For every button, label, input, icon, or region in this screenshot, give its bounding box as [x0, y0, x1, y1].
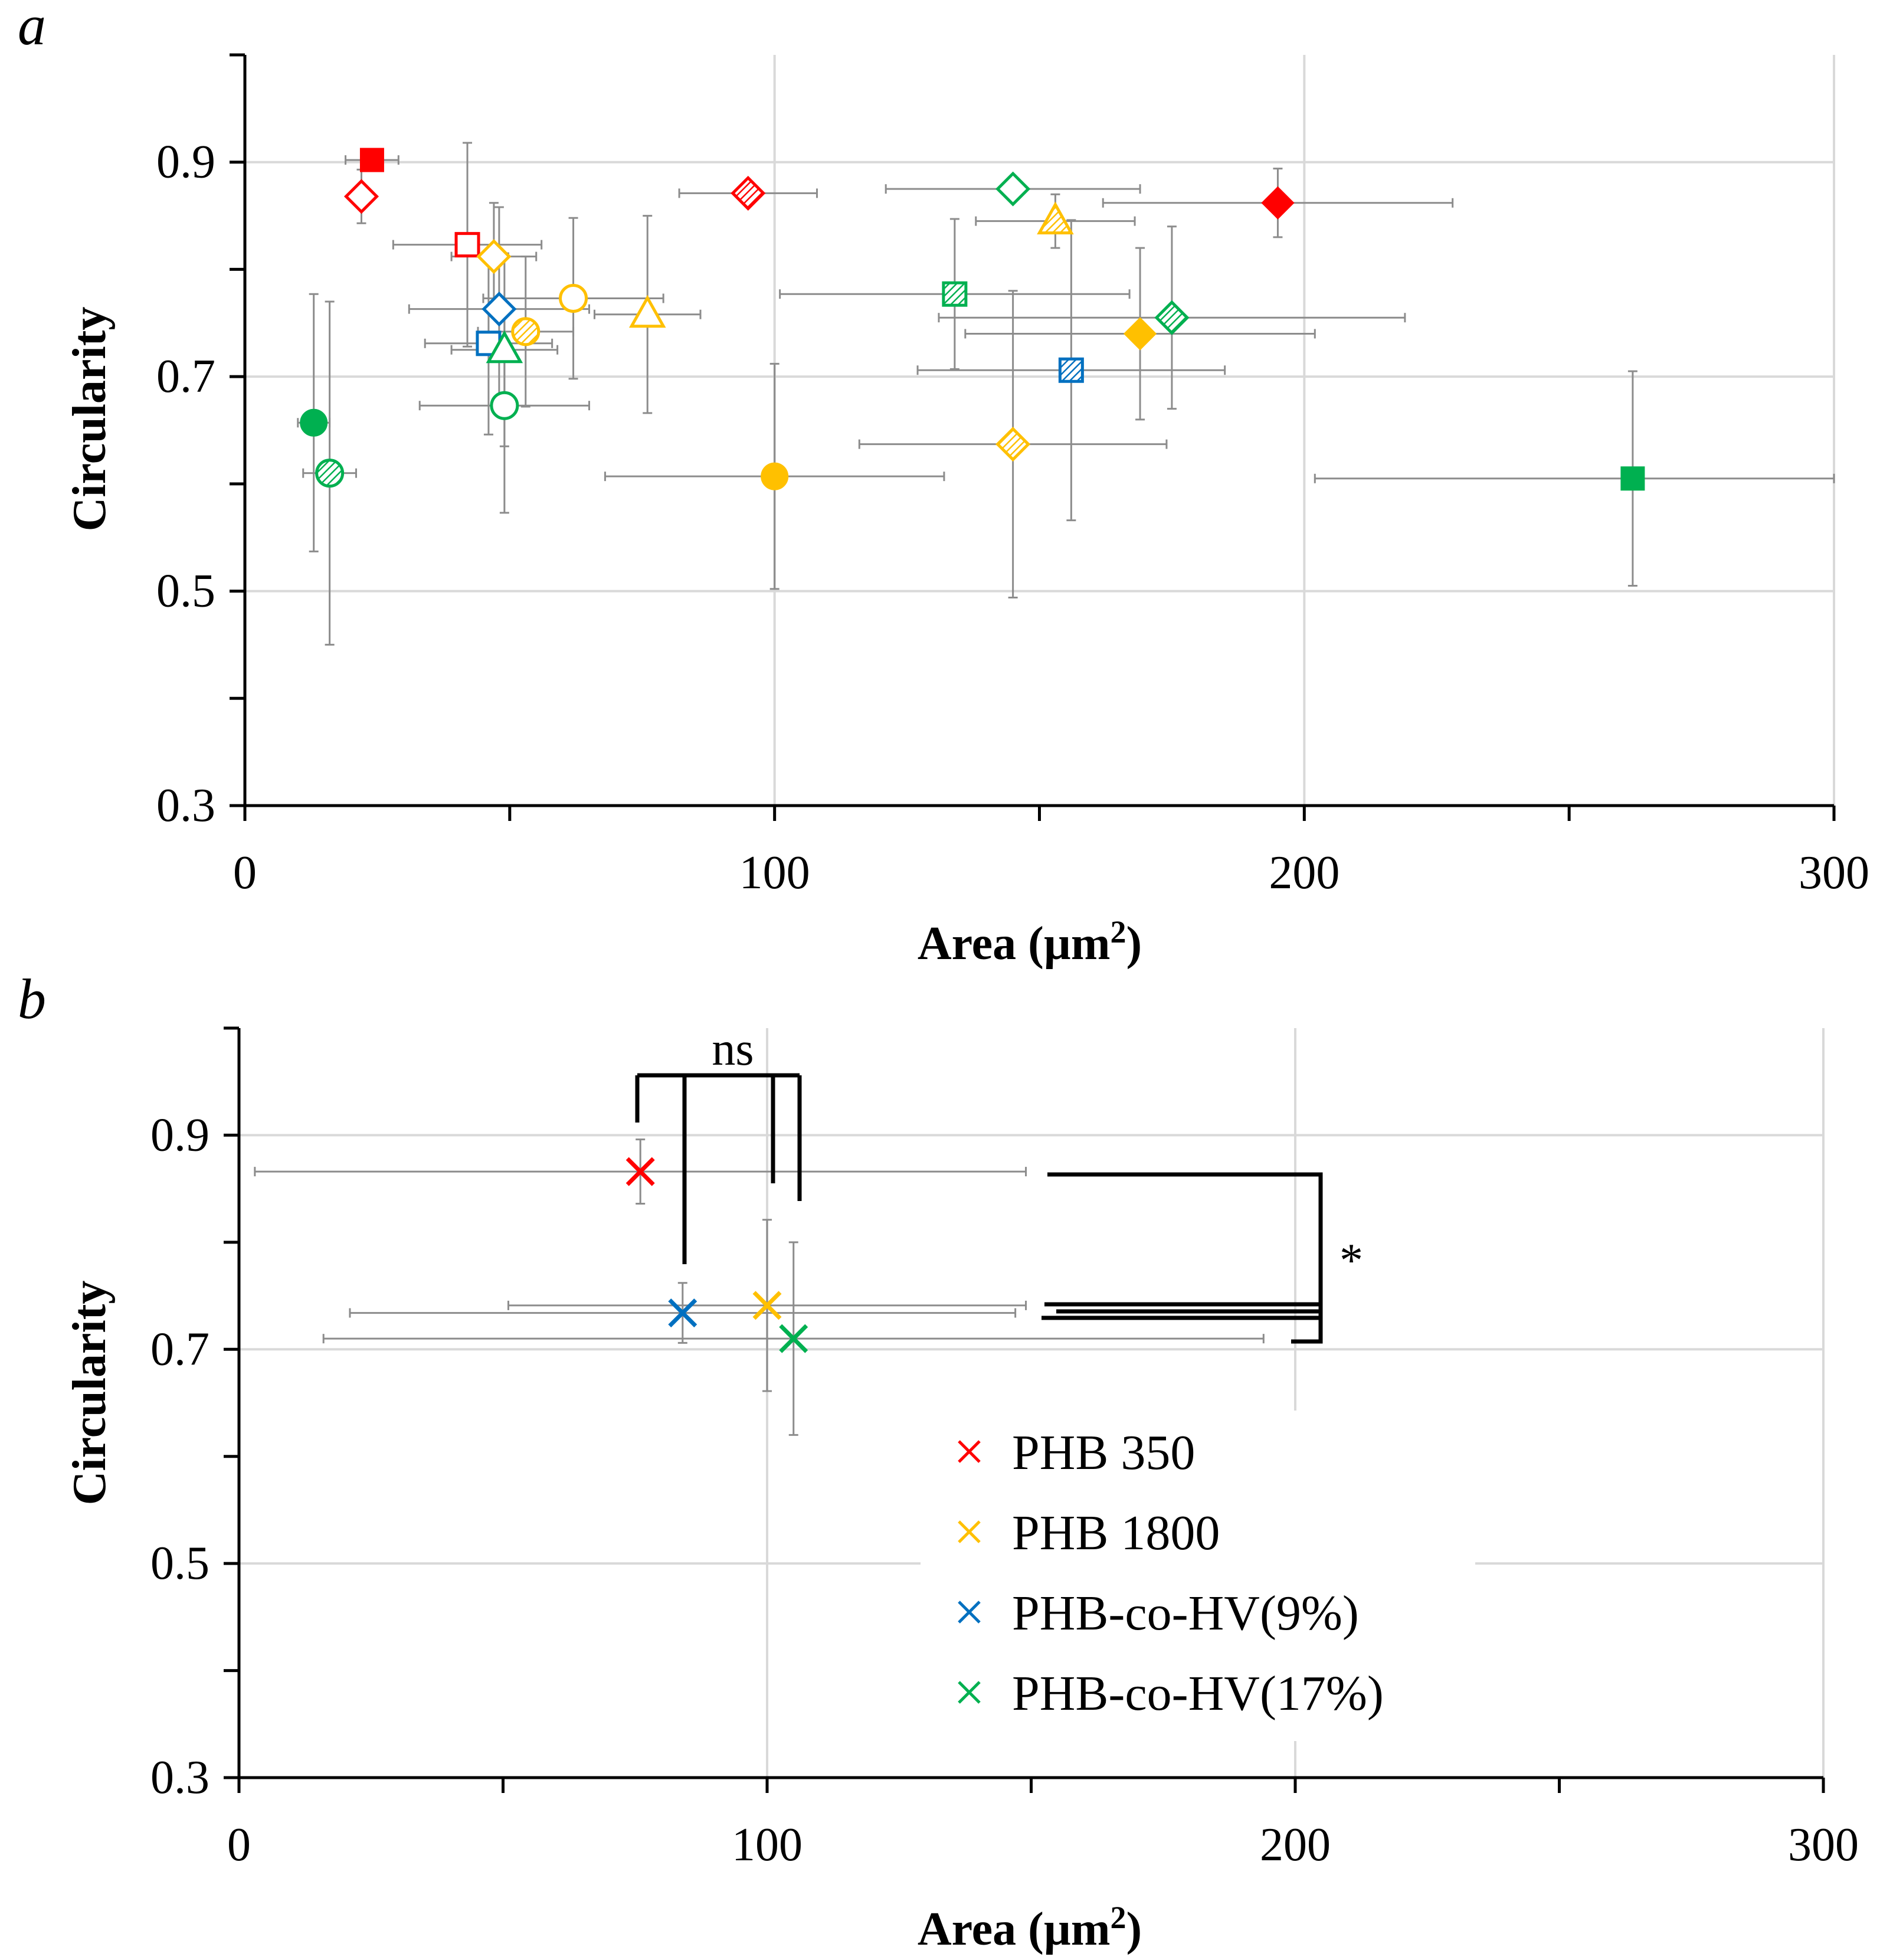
x-tick-label-0: 0 [227, 1819, 251, 1871]
point-green-diamond-open [995, 171, 1031, 207]
x-tick-label-200: 200 [1269, 847, 1339, 899]
panel-b-x-axis-label: Area (µm2) [918, 1900, 1142, 1955]
y-tick-label-0.7: 0.7 [156, 351, 215, 403]
point-green-circle-solid [300, 408, 328, 437]
legend-item-red: PHB 350 [958, 1425, 1195, 1480]
legend-item-green: PHB-co-HV(17%) [958, 1666, 1384, 1721]
ns-bracket [635, 1073, 802, 1264]
y-tick-label-0.7: 0.7 [150, 1323, 209, 1375]
legend-label: PHB 1800 [1012, 1506, 1220, 1560]
panel-a-x-axis-label: Area (µm2) [918, 914, 1142, 970]
panel-b-tick-labels: 0 100 200 300 0.3 0.5 0.7 0.9 [150, 1109, 1859, 1871]
point-green-triangle-open [486, 330, 523, 364]
panel-b-errorbars [254, 1138, 1265, 1436]
legend-marker-stroke-b [958, 1520, 981, 1543]
point-green-square-hatched [942, 281, 968, 307]
panel-b-points [625, 1157, 808, 1353]
x-marker-green [779, 1324, 808, 1353]
legend-item-yellow: PHB 1800 [958, 1506, 1220, 1560]
x-tick-label-100: 100 [739, 847, 810, 899]
panel-a-grid [245, 55, 1835, 806]
panel-label-a: a [18, 0, 46, 57]
point-green-diamond-hatched [1154, 300, 1190, 335]
point-yellow-circle-open [559, 283, 588, 313]
x-marker-stroke-b [625, 1157, 655, 1186]
x-tick-label-200: 200 [1260, 1819, 1331, 1871]
legend-label: PHB-co-HV(9%) [1012, 1586, 1359, 1641]
y-tick-label-0.9: 0.9 [156, 136, 215, 188]
x-marker-yellow [752, 1291, 782, 1320]
x-tick-label-300: 300 [1799, 847, 1869, 899]
x-marker-stroke-b [668, 1298, 697, 1328]
point-green-circle-open [490, 391, 519, 420]
panel-a: a 0 100 200 300 0.3 0.5 0.7 0.9 Area (µm2) Circ… [18, 0, 1869, 970]
y-tick-label-0.5: 0.5 [156, 565, 215, 617]
panel-a-tick-labels: 0 100 200 300 0.3 0.5 0.7 0.9 [156, 136, 1869, 899]
legend-marker-stroke-b [958, 1440, 981, 1463]
point-yellow-diamond-solid [1123, 317, 1157, 351]
x-tick-label-300: 300 [1788, 1819, 1859, 1871]
legend-marker-stroke-b [958, 1601, 981, 1624]
point-green-circle-hatched [315, 459, 345, 488]
point-red-square-solid [359, 148, 384, 172]
x-tick-label-100: 100 [732, 1819, 803, 1871]
x-marker-red [625, 1157, 655, 1186]
legend-item-blue: PHB-co-HV(9%) [958, 1586, 1359, 1641]
panel-b-axes [224, 1026, 1825, 1793]
point-red-square-open [454, 232, 480, 258]
y-tick-label-0.3: 0.3 [156, 780, 215, 832]
panel-b-y-axis-label: Circularity [64, 1281, 116, 1506]
panel-a-points [300, 148, 1645, 491]
y-tick-label-0.5: 0.5 [150, 1537, 209, 1589]
legend: PHB 350 PHB 1800 PHB-co-HV(9%) PHB-co-HV(17… [921, 1411, 1475, 1741]
star-bracket [1042, 1172, 1323, 1344]
panel-a-axes [230, 53, 1836, 821]
point-green-square-solid [1620, 466, 1645, 491]
ns-label: ns [712, 1023, 754, 1075]
x-tick-label-0: 0 [233, 847, 257, 899]
x-marker-blue [668, 1298, 697, 1328]
point-red-diamond-solid [1261, 186, 1295, 220]
legend-marker-stroke-b [958, 1681, 981, 1704]
significance-star: * [1339, 1235, 1363, 1287]
point-blue-diamond-open [482, 292, 517, 327]
point-red-diamond-open [343, 179, 379, 214]
point-red-diamond-hatched [731, 175, 766, 211]
point-yellow-diamond-hatched [995, 427, 1031, 462]
legend-label: PHB-co-HV(17%) [1012, 1666, 1384, 1721]
legend-background [921, 1411, 1475, 1741]
point-yellow-triangle-open [628, 295, 666, 328]
point-blue-square-hatched [1058, 357, 1084, 383]
panel-label-b: b [18, 967, 46, 1030]
x-marker-stroke-b [779, 1324, 808, 1353]
y-tick-label-0.9: 0.9 [150, 1109, 209, 1161]
panel-a-y-axis-label: Circularity [64, 307, 116, 532]
point-yellow-triangle-hatched [1037, 201, 1074, 235]
y-tick-label-0.3: 0.3 [150, 1752, 209, 1804]
x-marker-stroke-b [752, 1291, 782, 1320]
point-yellow-circle-solid [761, 462, 789, 490]
panel-a-errorbars [297, 142, 1835, 646]
significance-brackets: ns * [635, 1023, 1363, 1344]
legend-label: PHB 350 [1012, 1425, 1195, 1480]
point-yellow-diamond-open [476, 239, 512, 274]
point-yellow-circle-hatched [511, 317, 541, 346]
